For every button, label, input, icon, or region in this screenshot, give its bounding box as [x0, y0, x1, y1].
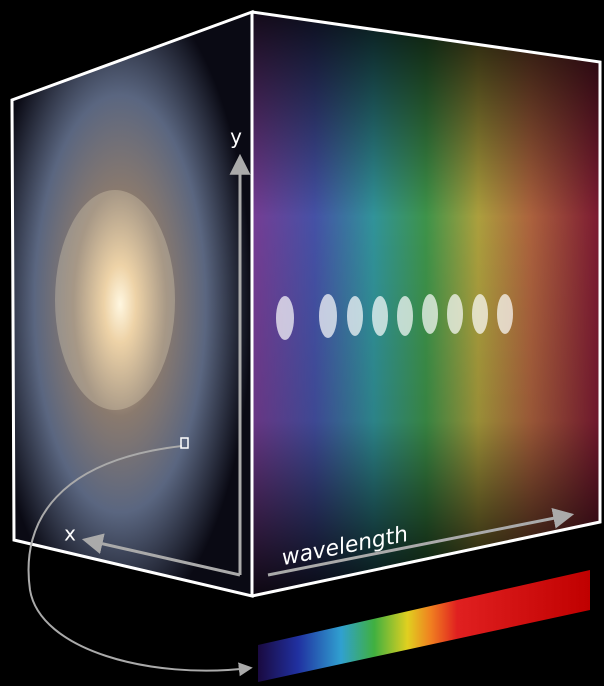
x-axis-label: x	[64, 522, 76, 546]
pixel-marker	[180, 437, 189, 449]
galaxy-face	[12, 12, 252, 596]
axes	[27, 153, 575, 677]
y-axis-label: y	[230, 125, 242, 149]
galaxy-slices	[276, 294, 513, 340]
galaxy-core	[55, 190, 175, 410]
cube-edges	[10, 9, 602, 598]
spectrum-bar	[258, 570, 590, 682]
